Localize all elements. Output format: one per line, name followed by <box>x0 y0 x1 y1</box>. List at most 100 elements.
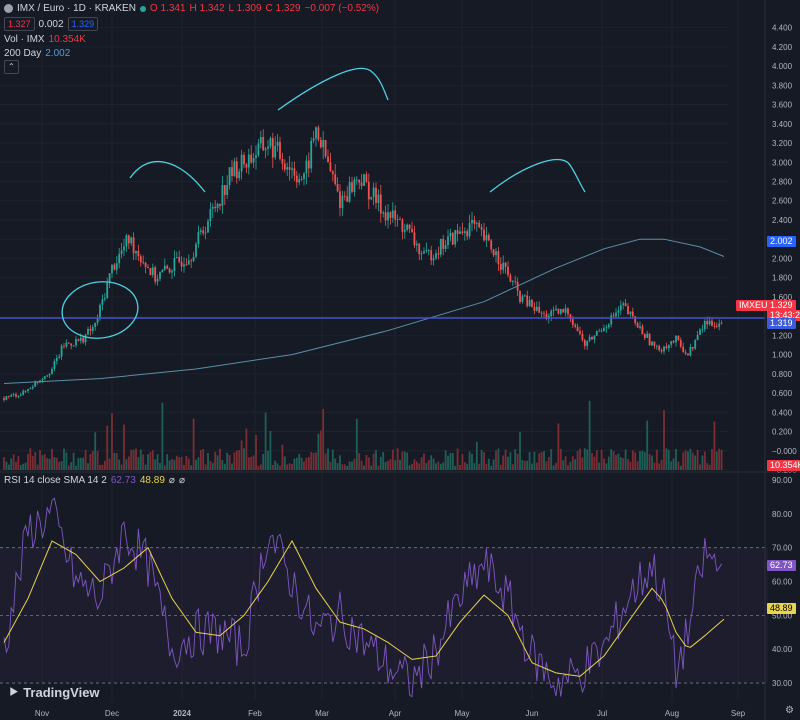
collapse-legend-button[interactable]: ⌃ <box>4 60 19 74</box>
candle-body <box>519 290 521 303</box>
volume-bar <box>504 449 507 470</box>
volume-bar <box>408 465 411 470</box>
candle-body <box>235 161 238 179</box>
candle-body <box>387 212 389 221</box>
volume-bar <box>240 440 243 470</box>
volume-bar <box>720 449 723 470</box>
volume-bar <box>655 449 658 470</box>
volume-bar <box>89 454 92 470</box>
candle-body <box>720 322 723 324</box>
candle-body <box>161 269 164 273</box>
candle-body <box>706 320 709 325</box>
candle-body <box>183 264 185 267</box>
volume-bar <box>617 453 620 470</box>
sell-button[interactable]: 1.327 <box>4 17 35 31</box>
volume-bar <box>60 461 63 470</box>
buy-button[interactable]: 1.329 <box>67 17 99 31</box>
volume-bar <box>370 465 373 470</box>
candle-body <box>135 250 137 254</box>
candle-body <box>391 210 394 218</box>
candle-body <box>691 347 694 349</box>
ma-label: 200 Day <box>4 48 42 59</box>
volume-bar <box>679 465 682 470</box>
candle-body <box>219 203 221 206</box>
candle-body <box>312 138 315 141</box>
candle-body <box>31 386 34 389</box>
candle-body <box>471 219 473 224</box>
volume-bar <box>187 458 190 470</box>
candle-body <box>231 167 233 177</box>
candle-body <box>130 237 133 244</box>
volume-bar <box>708 464 711 470</box>
volume-bar <box>351 461 353 470</box>
candle-body <box>43 376 46 380</box>
volume-bar <box>528 452 531 470</box>
candle-body <box>12 394 15 396</box>
rsi-axis-tick: 50.00 <box>772 611 793 620</box>
volume-bar <box>629 461 632 470</box>
candle-body <box>394 210 397 220</box>
volume-bar <box>487 458 490 470</box>
candle-body <box>17 395 20 397</box>
gear-icon[interactable]: ⚙ <box>785 705 794 716</box>
volume-bar <box>511 464 514 470</box>
candle-body <box>538 306 541 313</box>
eye-off-icon-2[interactable]: ⌀ <box>178 475 185 486</box>
candle-body <box>87 328 89 335</box>
candle-body <box>271 138 274 158</box>
symbol-title[interactable]: IMX / Euro · 1D · KRAKEN <box>17 3 136 14</box>
candle-body <box>461 231 464 234</box>
volume-bar <box>571 456 574 470</box>
ma-legend[interactable]: 200 Day 2.002 <box>4 48 70 59</box>
circle-annotation <box>61 281 139 339</box>
volume-bar <box>247 457 250 470</box>
volume-bar <box>353 458 356 470</box>
bid-ask: 1.327 0.002 1.329 <box>4 17 99 31</box>
rsi-legend[interactable]: RSI 14 close SMA 14 2 62.73 48.89 ⌀ ⌀ <box>4 475 185 486</box>
volume-bar <box>389 459 392 470</box>
candle-body <box>187 260 190 265</box>
volume-bar <box>375 450 377 470</box>
volume-bar <box>535 462 538 470</box>
volume-bar <box>39 450 41 470</box>
candle-body <box>569 314 572 320</box>
volume-bar <box>622 458 625 470</box>
candle-body <box>295 175 298 183</box>
candle-body <box>77 339 80 341</box>
candle-body <box>3 397 5 400</box>
volume-bar <box>615 455 617 470</box>
volume-bar <box>99 465 101 470</box>
candle-body <box>648 333 651 346</box>
candle-body <box>435 253 437 259</box>
price-axis-tick: 0.800 <box>772 370 793 379</box>
time-axis-tick: 2024 <box>173 709 191 718</box>
time-axis-tick: Jul <box>597 709 607 718</box>
volume-bar <box>509 452 512 470</box>
volume-bar <box>96 450 99 470</box>
eye-off-icon[interactable]: ⌀ <box>168 475 175 486</box>
volume-bar <box>235 450 238 470</box>
candle-body <box>358 179 361 183</box>
volume-bar <box>154 459 157 470</box>
rsi-axis-tick: 70.00 <box>772 544 793 553</box>
candle-body <box>651 341 653 346</box>
rsi-label: RSI 14 close SMA 14 2 <box>4 475 107 486</box>
candle-body <box>531 299 533 307</box>
rsi-axis-tick: 80.00 <box>772 510 793 519</box>
time-axis-tick: Dec <box>105 709 119 718</box>
time-axis-tick: Apr <box>389 709 402 718</box>
candle-body <box>120 250 123 254</box>
volume-bar <box>137 457 140 470</box>
volume-bar <box>540 451 543 470</box>
volume-bar <box>346 465 349 470</box>
volume-legend[interactable]: Vol · IMX 10.354K <box>4 34 86 45</box>
candle-body <box>27 389 29 391</box>
volume-bar <box>291 463 293 470</box>
volume-bar <box>526 460 529 470</box>
candle-body <box>507 266 509 276</box>
candle-body <box>451 232 454 245</box>
volume-bar <box>365 455 368 470</box>
candle-body <box>209 208 212 222</box>
candle-body <box>216 203 219 209</box>
